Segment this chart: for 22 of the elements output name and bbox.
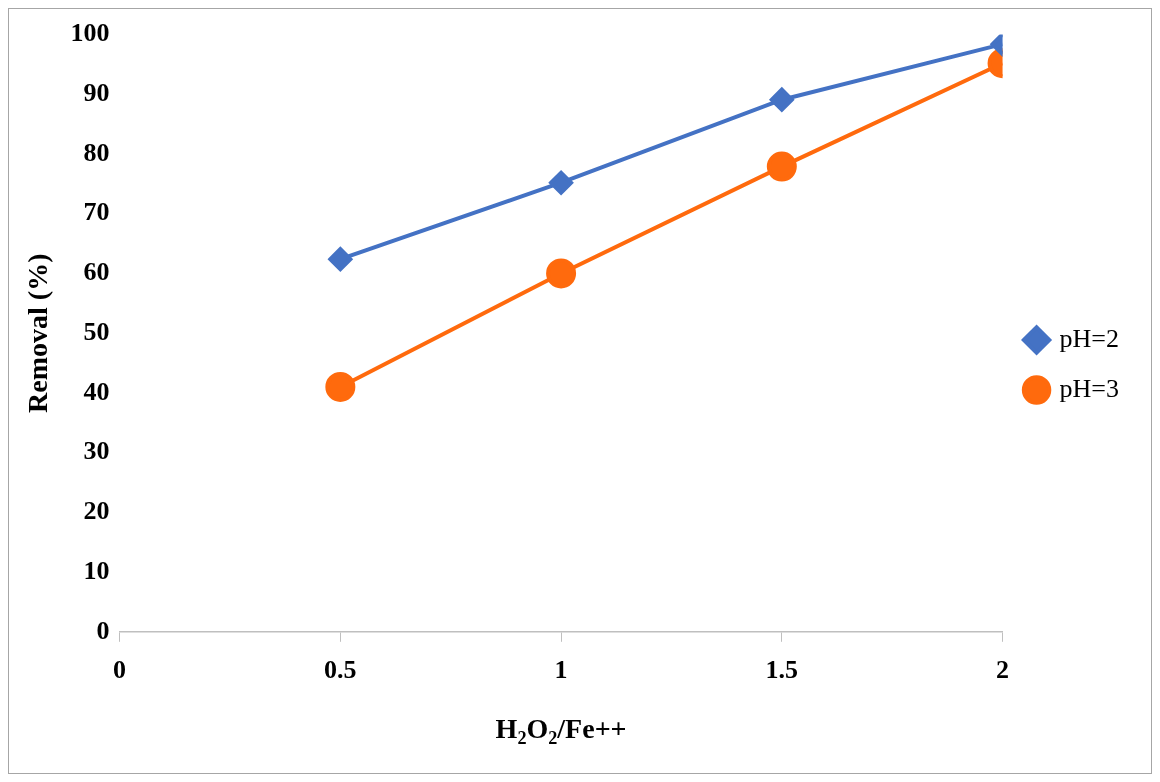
y-tick-label: 50 [83, 316, 110, 346]
y-tick-label: 10 [83, 555, 110, 585]
point [549, 170, 574, 195]
x-tick-label: 1 [554, 655, 568, 685]
point [325, 371, 356, 402]
legend-label: pH=3 [1059, 373, 1120, 403]
y-tick-label: 0 [96, 615, 110, 645]
y-tick-label: 90 [83, 78, 110, 108]
y-tick-label: 20 [83, 496, 110, 526]
x-tick-label: 1.5 [765, 655, 799, 685]
y-tick-label: 70 [83, 197, 110, 227]
y-tick-label: 60 [83, 257, 110, 287]
y-axis-title: Removal (%) [22, 253, 54, 413]
y-tick-label: 30 [83, 436, 110, 466]
point [328, 247, 353, 272]
y-tick-label: 40 [83, 376, 110, 406]
y-tick-label: 80 [83, 137, 110, 167]
x-tick-label: 2 [996, 655, 1010, 685]
x-tick-label: 0.5 [324, 655, 357, 685]
point [546, 258, 577, 289]
y-tick-label: 100 [70, 18, 110, 48]
legend-label: pH=2 [1059, 323, 1120, 353]
